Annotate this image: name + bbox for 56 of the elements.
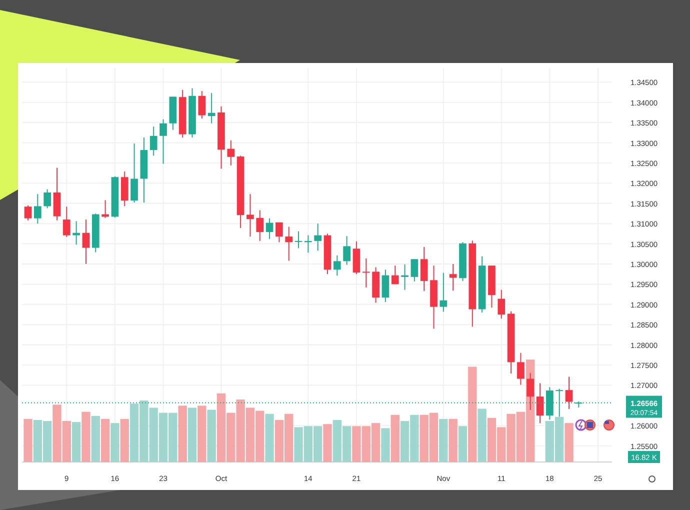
bar: [178, 406, 187, 462]
bar: [188, 408, 197, 462]
candlestick: [82, 219, 90, 264]
candlestick: [362, 258, 370, 288]
bar: [72, 422, 81, 462]
candlestick: [53, 167, 61, 221]
bar: [100, 418, 110, 462]
bar: [381, 428, 390, 462]
bar: [110, 423, 120, 462]
candlestick: [120, 170, 128, 207]
candlestick: [44, 188, 51, 209]
candlestick: [266, 218, 274, 240]
candlestick: [150, 126, 158, 156]
candlestick: [352, 240, 360, 275]
bar: [323, 424, 332, 462]
bar: [458, 426, 468, 462]
candlestick: [285, 226, 293, 262]
candlestick: [382, 269, 390, 302]
bar: [564, 423, 574, 462]
candlestick: [343, 236, 350, 266]
candlestick: [401, 264, 408, 290]
bar: [265, 414, 274, 462]
candlestick: [498, 289, 506, 320]
bar: [198, 406, 206, 462]
candlestick: [294, 230, 302, 249]
candlestick: [536, 382, 544, 424]
bar: [24, 418, 32, 462]
bar: [82, 412, 90, 462]
bar: [91, 416, 100, 462]
candlestick: [160, 118, 167, 164]
bar: [120, 418, 129, 462]
candlestick: [34, 194, 42, 224]
bar: [439, 418, 448, 462]
candlestick: [227, 140, 235, 166]
candlestick: [440, 272, 448, 312]
candlestick: [62, 206, 70, 238]
bar: [468, 366, 477, 462]
candlestick: [314, 223, 322, 252]
candlestick: [449, 263, 457, 292]
candlestick: [333, 255, 341, 276]
candlestick: [256, 210, 264, 242]
bar: [478, 408, 486, 462]
candlestick: [565, 376, 573, 410]
candlestick: [517, 352, 524, 386]
candlestick: [24, 204, 32, 221]
candlestick: [130, 143, 138, 204]
candlestick: [391, 265, 399, 285]
candlestick: [198, 90, 206, 120]
bar: [390, 414, 400, 462]
candlestick: [246, 194, 254, 238]
candlestick: [72, 220, 80, 246]
candlestick: [276, 222, 283, 243]
candlestick: [410, 258, 418, 282]
bar: [448, 418, 458, 462]
candlestick: [420, 246, 428, 292]
bar: [207, 410, 216, 462]
